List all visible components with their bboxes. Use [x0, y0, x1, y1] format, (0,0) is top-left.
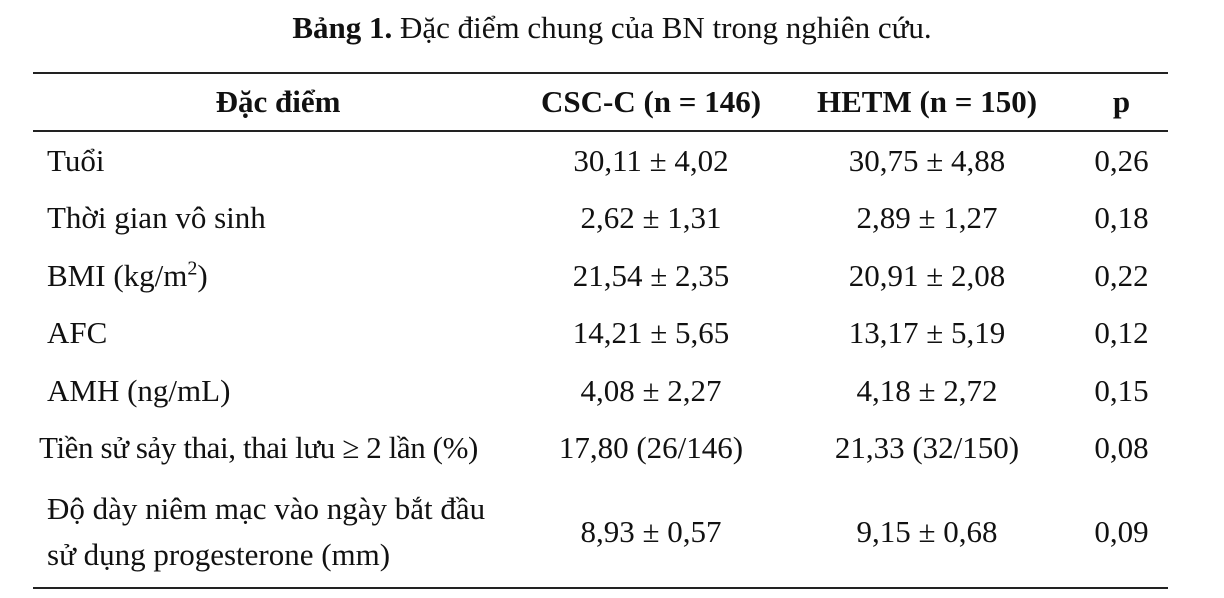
caption-text: Đặc điểm chung của BN trong nghiên cứu. [400, 10, 932, 45]
table-row: BMI (kg/m2) 21,54 ± 2,35 20,91 ± 2,08 0,… [33, 247, 1168, 305]
row-p-value: 0,12 [1094, 315, 1149, 351]
row-hetm-value: 4,18 ± 2,72 [856, 372, 998, 408]
row-label: Tuổi [47, 142, 105, 178]
row-csc-value: 30,11 ± 4,02 [573, 142, 729, 178]
row-p-value: 0,08 [1094, 430, 1149, 466]
header-hetm: HETM (n = 150) [816, 84, 1038, 119]
row-label-text: BMI (kg/m [47, 257, 188, 293]
row-csc-value: 8,93 ± 0,57 [580, 514, 722, 549]
table-row: Tiền sử sảy thai, thai lưu ≥ 2 lần (%) 1… [33, 420, 1168, 478]
characteristics-table: Đặc điểm CSC-C (n = 146) HETM (n = 150) … [33, 72, 1168, 589]
row-hetm-value: 9,15 ± 0,68 [856, 514, 998, 549]
row-label: BMI (kg/m2) [33, 247, 523, 305]
row-p-value: 0,15 [1094, 372, 1149, 408]
table-row: Tuổi 30,11 ± 4,02 30,75 ± 4,88 0,26 [33, 131, 1168, 190]
row-csc-value: 21,54 ± 2,35 [572, 257, 730, 293]
header-p: p [1112, 84, 1131, 119]
row-hetm-value: 20,91 ± 2,08 [848, 257, 1006, 293]
row-label: AMH (ng/mL) [47, 372, 231, 408]
row-csc-value: 4,08 ± 2,27 [580, 372, 722, 408]
row-p-value: 0,26 [1094, 142, 1149, 178]
row-hetm-value: 21,33 (32/150) [834, 430, 1020, 466]
row-csc-value: 2,62 ± 1,31 [580, 200, 722, 236]
row-p-value: 0,22 [1094, 257, 1149, 293]
table-caption: Bảng 1. Đặc điểm chung của BN trong nghi… [0, 8, 1224, 48]
row-csc-value: 14,21 ± 5,65 [572, 315, 730, 351]
table-body: Tuổi 30,11 ± 4,02 30,75 ± 4,88 0,26 Thời… [33, 131, 1168, 588]
row-hetm-value: 2,89 ± 1,27 [856, 200, 998, 236]
row-label-line1: Độ dày niêm mạc vào ngày bắt đầu [47, 491, 486, 526]
table-row: Thời gian vô sinh 2,62 ± 1,31 2,89 ± 1,2… [33, 190, 1168, 248]
row-label-line2: sử dụng progesterone (mm) [47, 537, 391, 572]
header-row: Đặc điểm CSC-C (n = 146) HETM (n = 150) … [33, 73, 1168, 131]
caption-label: Bảng 1. [292, 10, 393, 45]
table-row: Độ dày niêm mạc vào ngày bắt đầu sử dụng … [33, 477, 1168, 588]
row-label: Tiền sử sảy thai, thai lưu ≥ 2 lần (%) [39, 430, 478, 466]
row-p-value: 0,09 [1094, 514, 1149, 549]
row-label: Thời gian vô sinh [47, 200, 266, 236]
header-csc-c: CSC-C (n = 146) [540, 84, 762, 119]
row-label-tail: ) [197, 257, 208, 293]
row-label-superscript: 2 [187, 257, 198, 280]
row-label: AFC [47, 315, 108, 351]
row-hetm-value: 30,75 ± 4,88 [848, 142, 1006, 178]
row-p-value: 0,18 [1094, 200, 1149, 236]
row-label: Độ dày niêm mạc vào ngày bắt đầu sử dụng … [33, 477, 523, 588]
row-csc-value: 17,80 (26/146) [558, 430, 744, 466]
header-characteristic: Đặc điểm [215, 84, 341, 119]
table-row: AFC 14,21 ± 5,65 13,17 ± 5,19 0,12 [33, 305, 1168, 363]
row-hetm-value: 13,17 ± 5,19 [848, 315, 1006, 351]
table-header: Đặc điểm CSC-C (n = 146) HETM (n = 150) … [33, 73, 1168, 131]
table-row: AMH (ng/mL) 4,08 ± 2,27 4,18 ± 2,72 0,15 [33, 362, 1168, 420]
